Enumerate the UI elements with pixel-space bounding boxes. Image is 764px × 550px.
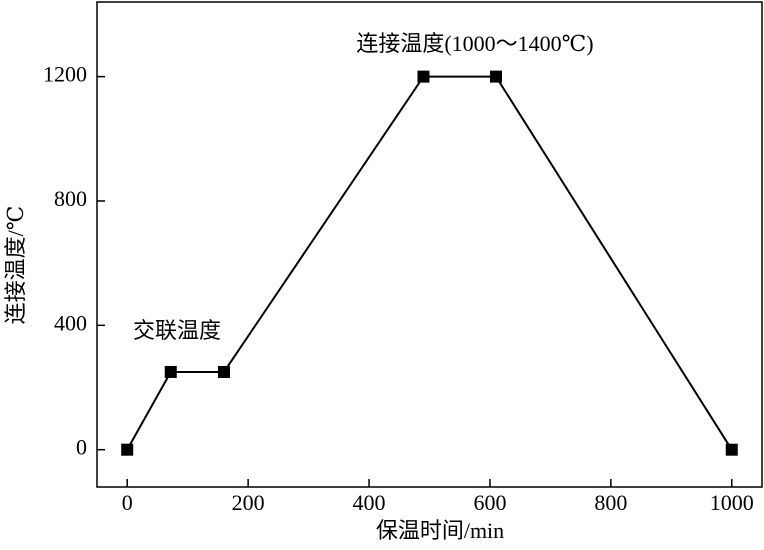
y-tick-label: 800 [54, 186, 87, 211]
annotation: 连接温度(1000～1400℃) [356, 31, 593, 56]
annotation: 交联温度 [133, 318, 221, 343]
y-tick-label: 0 [76, 435, 87, 460]
data-marker [217, 365, 230, 378]
x-tick-label: 800 [594, 490, 627, 515]
x-tick-label: 400 [353, 490, 386, 515]
data-marker [725, 443, 738, 456]
data-marker [490, 70, 502, 83]
x-axis-label: 保温时间/min [376, 518, 504, 543]
y-axis-label: 连接温度/℃ [3, 206, 28, 325]
x-tick-label: 0 [122, 490, 133, 515]
plot-frame [96, 1, 763, 488]
y-tick-label: 400 [54, 310, 87, 335]
data-line [126, 75, 733, 451]
data-marker [121, 443, 134, 456]
x-tick-label: 200 [232, 490, 265, 515]
y-tick-label: 1200 [43, 62, 87, 87]
x-tick-label: 1000 [710, 490, 754, 515]
data-marker [164, 365, 177, 378]
data-marker [417, 70, 430, 83]
x-tick-label: 600 [473, 490, 506, 515]
